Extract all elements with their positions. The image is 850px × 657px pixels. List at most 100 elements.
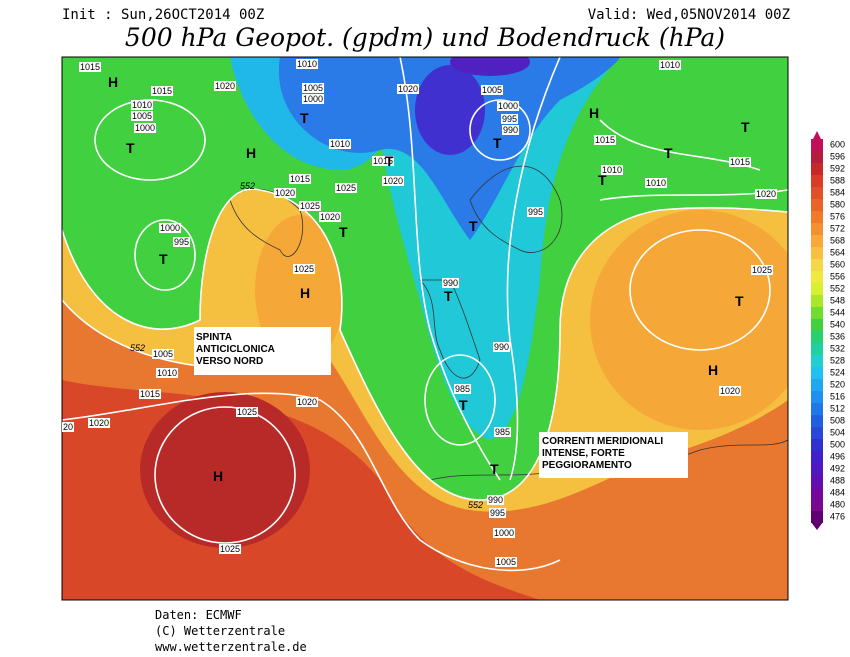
legend-label: 588 [830, 175, 845, 185]
pressure-center: H [708, 362, 718, 378]
isobar-label: 1005 [153, 349, 173, 359]
contour-label: 552 [468, 500, 483, 510]
isobar-label-bg [502, 125, 520, 135]
legend-label: 536 [830, 331, 845, 341]
isobar-label-bg [729, 157, 752, 167]
isobar-label-bg [487, 495, 505, 505]
legend-swatch [811, 475, 823, 487]
isobar-label: 985 [495, 427, 510, 437]
isobar-label-bg [501, 114, 519, 124]
isobar-label: 1010 [660, 60, 680, 70]
legend-swatch [811, 451, 823, 463]
annotation-line: ANTICICLONICA [196, 344, 275, 355]
isobar-label: 985 [455, 384, 470, 394]
legend-swatch [811, 295, 823, 307]
isobar-label-bg [372, 156, 395, 166]
isobar-label-bg [329, 139, 352, 149]
pressure-center: T [159, 251, 168, 267]
isobar-label: 1000 [494, 528, 514, 538]
legend-swatch [811, 139, 823, 151]
map-frame [61, 56, 789, 601]
isobar-label: 1020 [215, 81, 235, 91]
isobar-label-bg [302, 83, 325, 93]
legend-swatch [811, 211, 823, 223]
isobar-label-bg [134, 123, 157, 133]
legend-label: 484 [830, 487, 845, 497]
legend-label: 532 [830, 343, 845, 353]
isobar-label: 1010 [297, 59, 317, 69]
legend-label: 504 [830, 427, 845, 437]
footer-line: Daten: ECMWF [155, 608, 242, 622]
legend-label: 496 [830, 451, 845, 461]
legend-label: 500 [830, 439, 845, 449]
isobar-label: 1005 [303, 83, 323, 93]
annotation-line: CORRENTI MERIDIONALI [542, 436, 663, 447]
isobar-label-bg [493, 528, 516, 538]
legend-label: 508 [830, 415, 845, 425]
isobar-label-bg [131, 111, 154, 121]
isobar-label: 1020 [89, 418, 109, 428]
annotation-box [539, 432, 688, 478]
isobar-label: 1015 [290, 174, 310, 184]
contour-label: 552 [240, 181, 255, 191]
pressure-center: T [459, 397, 468, 413]
legend-label: 516 [830, 391, 845, 401]
isobar-label-bg [493, 342, 511, 352]
pressure-center: T [493, 135, 502, 151]
isobar-label: 995 [502, 114, 517, 124]
isobar-label-bg [236, 407, 259, 417]
pressure-center: T [735, 293, 744, 309]
isobar-label: 1020 [398, 84, 418, 94]
isobar-label: 1000 [135, 123, 155, 133]
pressure-center: T [741, 119, 750, 135]
isobar-label-bg [214, 81, 237, 91]
isobar-label-bg [88, 418, 111, 428]
map-field [62, 57, 788, 600]
isobar-label: 1015 [373, 156, 393, 166]
isobar-label-bg [497, 101, 520, 111]
legend-label: 524 [830, 367, 845, 377]
pressure-center: T [469, 218, 478, 234]
valid-time: Valid: Wed,05NOV2014 00Z [588, 7, 790, 23]
pressure-center: H [213, 468, 223, 484]
legend-swatch [811, 223, 823, 235]
annotation-line: SPINTA [196, 332, 232, 343]
legend-swatch [811, 439, 823, 451]
legend-swatch [811, 235, 823, 247]
legend-swatch [811, 319, 823, 331]
isobar-label: 990 [494, 342, 509, 352]
map-title: 500 hPa Geopot. (gpdm) und Bodendruck (h… [125, 23, 725, 52]
isobar-label-bg [79, 62, 102, 72]
legend-label: 528 [830, 355, 845, 365]
pressure-center: T [664, 145, 673, 161]
isobar-label-bg [397, 84, 420, 94]
isobar-label-bg [594, 135, 617, 145]
legend-swatch [811, 427, 823, 439]
legend-label: 568 [830, 235, 845, 245]
legend-swatch [811, 463, 823, 475]
isobar-label-bg [296, 397, 319, 407]
isobar-label-bg [289, 174, 312, 184]
pressure-center: T [490, 461, 499, 477]
footer-line: www.wetterzentrale.de [155, 640, 307, 654]
isobar-label-bg [293, 264, 316, 274]
legend-label: 552 [830, 283, 845, 293]
isobar-label: 1005 [482, 85, 502, 95]
legend-swatch [811, 331, 823, 343]
isobar-label: 1025 [294, 264, 314, 274]
isobar-label-bg [274, 188, 297, 198]
isobar-label: 1020 [275, 188, 295, 198]
pressure-center: T [339, 224, 348, 240]
pressure-center: T [385, 153, 394, 169]
isobar-label-bg [335, 183, 358, 193]
isobar-label-bg [62, 422, 75, 432]
contour-label: 552 [130, 343, 145, 353]
isobar-label-bg [319, 212, 342, 222]
legend-label: 512 [830, 403, 845, 413]
legend-label: 584 [830, 187, 845, 197]
isobar-label: 1015 [152, 86, 172, 96]
isobar-label: 1020 [320, 212, 340, 222]
annotation-line: INTENSE, FORTE [542, 448, 625, 459]
isobar-label: 1025 [336, 183, 356, 193]
isobar-label-bg [151, 86, 174, 96]
